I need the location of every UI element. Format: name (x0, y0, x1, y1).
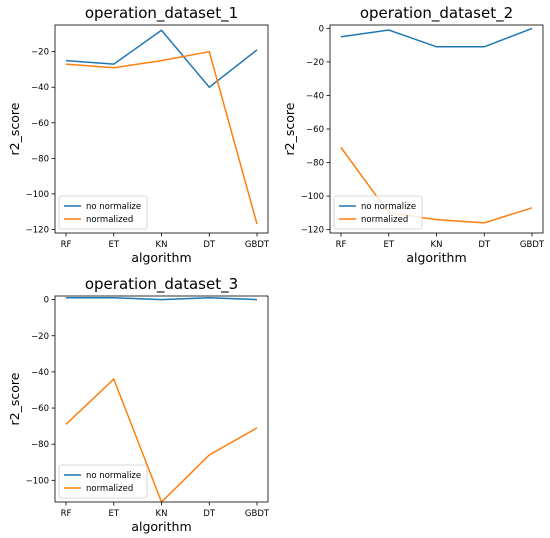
legend: no normalize normalized (58, 195, 148, 230)
y-tick-label: −100 (301, 192, 324, 202)
legend-box (58, 464, 148, 499)
legend-label: no normalize (86, 202, 141, 212)
x-tick-label: DT (478, 240, 491, 250)
x-tick-label: GBDT (245, 509, 270, 519)
chart-panel-2: operation_dataset_2 0 −20 −40 −60 −80 −100 −120… (282, 4, 545, 265)
x-axis-label: algorithm (131, 250, 191, 265)
series-line-normalized (65, 50, 258, 225)
y-tick-label: −80 (31, 154, 49, 164)
y-tick-label: −120 (301, 226, 324, 236)
y-tick-label: −60 (306, 125, 324, 135)
y-tick-label: −20 (31, 332, 49, 342)
x-tick-label: KN (156, 509, 168, 519)
x-tick-label: RF (336, 240, 347, 250)
series-line-normalized (340, 147, 533, 224)
y-tick-label: −40 (31, 368, 49, 378)
chart-title: operation_dataset_1 (85, 4, 238, 23)
x-tick-label: GBDT (245, 240, 270, 250)
x-tick-label: KN (431, 240, 443, 250)
y-tick-label: −80 (31, 440, 49, 450)
legend-label: no normalize (86, 471, 141, 481)
legend-label: normalized (86, 484, 133, 494)
x-tick-label: DT (203, 509, 216, 519)
x-tick-label: RF (61, 240, 72, 250)
x-tick-label: KN (156, 240, 168, 250)
y-tick-label: 0 (319, 24, 324, 34)
legend-box (333, 195, 423, 230)
series-line-no-normalize (65, 29, 258, 89)
x-tick-label: ET (383, 240, 394, 250)
legend-box (58, 195, 148, 230)
legend-label: normalized (86, 215, 133, 225)
x-tick-label: ET (108, 509, 119, 519)
series-line-no-normalize (66, 297, 258, 301)
y-axis-label: r2_score (282, 102, 297, 155)
y-tick-label: −60 (31, 404, 49, 414)
chart-title: operation_dataset_3 (85, 275, 238, 294)
y-tick-label: −60 (31, 119, 49, 129)
y-tick-label: −20 (306, 58, 324, 68)
legend-label: normalized (361, 215, 408, 225)
y-tick-label: 0 (44, 296, 49, 306)
chart-panel-3: operation_dataset_3 0 −20 −40 −60 −80 −100 RF ET… (7, 275, 270, 534)
y-tick-label: −40 (306, 91, 324, 101)
y-tick-label: −80 (306, 159, 324, 169)
x-tick-label: DT (203, 240, 216, 250)
x-tick-label: GBDT (520, 240, 545, 250)
x-tick-label: RF (61, 509, 72, 519)
y-tick-label: −100 (26, 476, 49, 486)
y-tick-label: −120 (26, 225, 49, 235)
series-line-no-normalize (340, 27, 533, 48)
y-tick-label: −20 (31, 48, 49, 58)
legend: no normalize normalized (333, 195, 423, 230)
chart-panel-1: operation_dataset_1 −20 −40 −60 −80 −100 −120 R… (7, 4, 270, 265)
y-tick-label: −100 (26, 190, 49, 200)
y-axis-label: r2_score (7, 102, 22, 155)
x-tick-label: ET (108, 240, 119, 250)
y-tick-label: −40 (31, 83, 49, 93)
legend-label: no normalize (361, 202, 416, 212)
x-axis-label: algorithm (406, 250, 466, 265)
chart-title: operation_dataset_2 (360, 4, 513, 23)
y-axis-label: r2_score (7, 372, 22, 425)
x-axis-label: algorithm (131, 519, 191, 534)
legend: no normalize normalized (58, 464, 148, 499)
